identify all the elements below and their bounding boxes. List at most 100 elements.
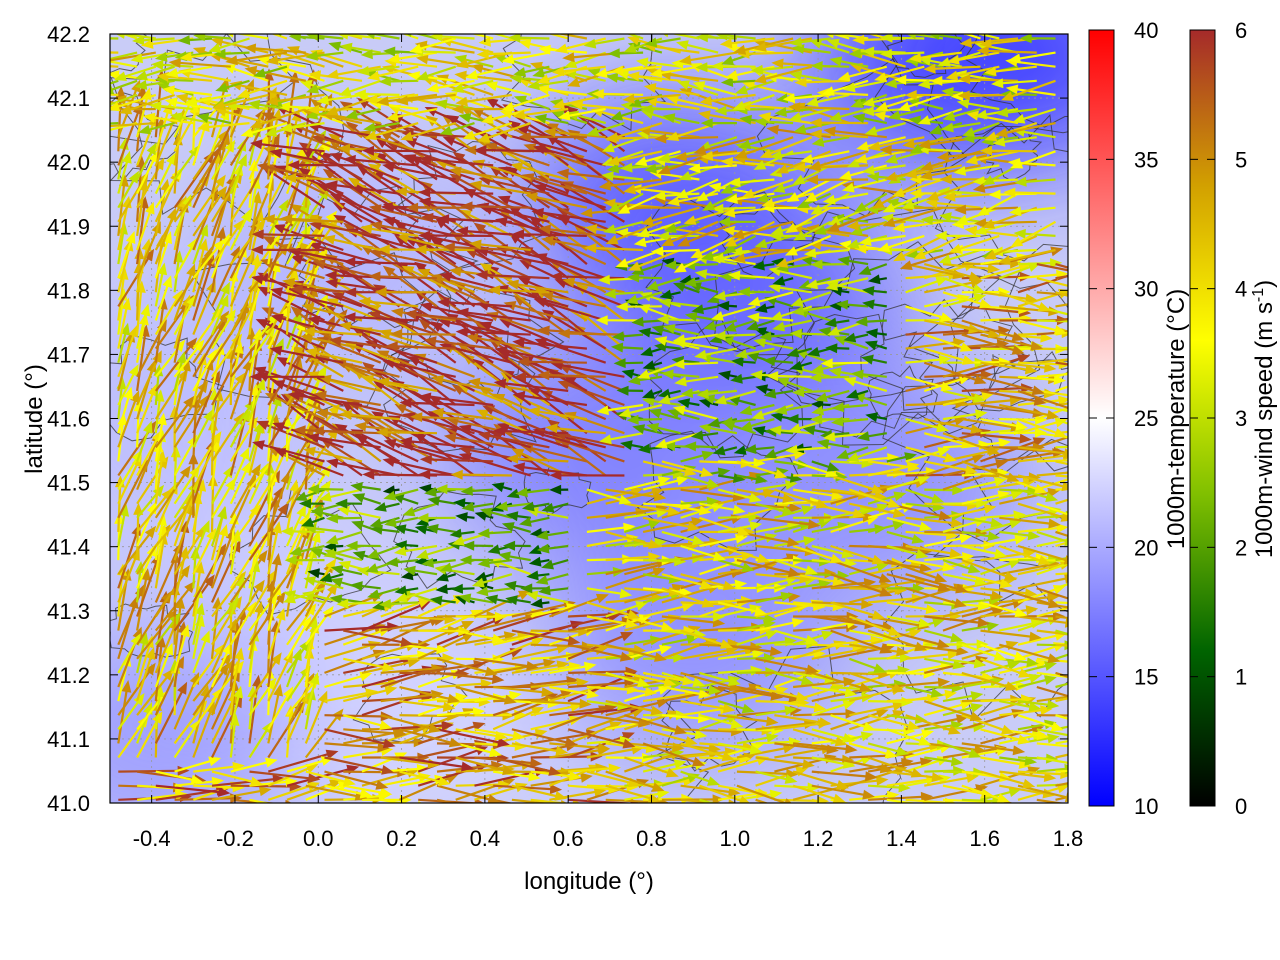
wind-vector [811, 488, 868, 497]
wind-vector-head [728, 799, 736, 803]
wind-vector-head [635, 601, 649, 611]
wind-vector-head [917, 475, 931, 485]
wind-vector [568, 798, 638, 803]
wind-vector [255, 367, 325, 392]
wind-vector [1055, 291, 1068, 297]
wind-vector [500, 350, 569, 378]
wind-vector [399, 685, 458, 702]
wind-vector-head [720, 416, 734, 427]
wind-vector-head [530, 598, 543, 609]
wind-vector [173, 527, 205, 575]
wind-vector-head [514, 371, 526, 382]
wind-vector [436, 218, 494, 265]
wind-vector-head [343, 256, 356, 267]
wind-vector [385, 360, 456, 378]
wind-vector-head [437, 297, 450, 308]
wind-vector [272, 347, 344, 364]
wind-vector-head [1044, 675, 1057, 685]
wind-vector [346, 260, 419, 266]
wind-vector-head [314, 390, 327, 401]
wind-vector-head [424, 336, 437, 347]
wind-vector-head [619, 588, 633, 599]
wind-vector-head [554, 791, 568, 801]
wind-vector [417, 632, 473, 660]
wind-vector-head [684, 441, 697, 452]
wind-vector-head [512, 337, 525, 348]
wind-vector-head [272, 521, 282, 534]
wind-vector-head [325, 513, 338, 524]
wind-vector-head [765, 630, 779, 640]
wind-vector-head [573, 324, 586, 336]
wind-vector [755, 544, 815, 554]
wind-vectors [110, 34, 1081, 803]
wind-vector-head [269, 450, 281, 463]
wind-vector [309, 435, 381, 449]
wind-vector-head [718, 370, 731, 381]
wind-vector-head [1031, 385, 1045, 396]
wind-vector-head [338, 560, 351, 571]
wind-vector-head [1008, 559, 1022, 569]
wind-vector-head [975, 409, 988, 420]
wind-vector-head [491, 633, 505, 644]
wind-vector [173, 255, 209, 308]
wind-vector-head [787, 567, 801, 578]
wind-vector-head [830, 553, 843, 564]
wind-vector-head [789, 472, 803, 483]
wind-vector-head [410, 412, 423, 423]
wind-vector [267, 497, 277, 561]
wind-vector-head [418, 469, 431, 480]
wind-vector-head [536, 543, 550, 554]
wind-vector-head [947, 725, 961, 735]
wind-vector-head [736, 526, 750, 536]
wind-vector-head [564, 737, 578, 747]
wind-vector [849, 502, 903, 516]
wind-vector-head [375, 780, 389, 790]
wind-vector-head [972, 284, 986, 294]
wind-vector [385, 218, 456, 237]
wind-vector-head [541, 687, 554, 697]
wind-vector-head [861, 599, 874, 610]
wind-vector-head [983, 504, 997, 514]
wind-vector-head [707, 418, 721, 428]
wind-vector-head [495, 501, 508, 512]
wind-vector-head [567, 635, 581, 646]
wind-vector [830, 544, 883, 564]
wind-vector-head [200, 520, 210, 533]
wind-vector-head [272, 224, 286, 234]
terrain-contour [769, 313, 938, 438]
wind-vector [1055, 361, 1068, 366]
wind-vector [491, 288, 550, 294]
wind-vector [560, 364, 625, 392]
terrain-contour [110, 34, 148, 73]
wind-vector-head [1069, 316, 1081, 326]
wind-vector-head [892, 520, 906, 531]
wind-vector [811, 770, 875, 779]
wind-vector [386, 440, 457, 463]
wind-vector-head [449, 528, 462, 539]
wind-vector-head [953, 765, 966, 776]
wind-vector-head [254, 601, 264, 614]
wind-vector [154, 620, 178, 674]
wind-vector [361, 741, 423, 745]
wind-vector-head [442, 701, 456, 712]
wind-vector-head [322, 234, 336, 245]
wind-vector-head [430, 237, 443, 249]
wind-vector-head [1067, 779, 1068, 790]
wind-vector-head [325, 749, 339, 760]
wind-vector-head [181, 294, 192, 308]
wind-vector-head [611, 331, 625, 342]
wind-vector-head [1050, 246, 1064, 257]
wind-vector [343, 401, 401, 449]
wind-vector-head [628, 261, 641, 271]
wind-vector-head [130, 390, 140, 404]
wind-vector [511, 678, 576, 689]
wind-vector-head [1064, 573, 1068, 584]
wind-vector [286, 780, 340, 801]
wind-vector-head [950, 517, 964, 528]
wind-vector [155, 784, 228, 794]
wind-vector-head [545, 423, 558, 434]
wind-vector-head [123, 386, 133, 400]
wind-vector-head [1047, 592, 1060, 603]
wind-vector-head [198, 238, 209, 252]
wind-vector-head [1029, 631, 1042, 642]
